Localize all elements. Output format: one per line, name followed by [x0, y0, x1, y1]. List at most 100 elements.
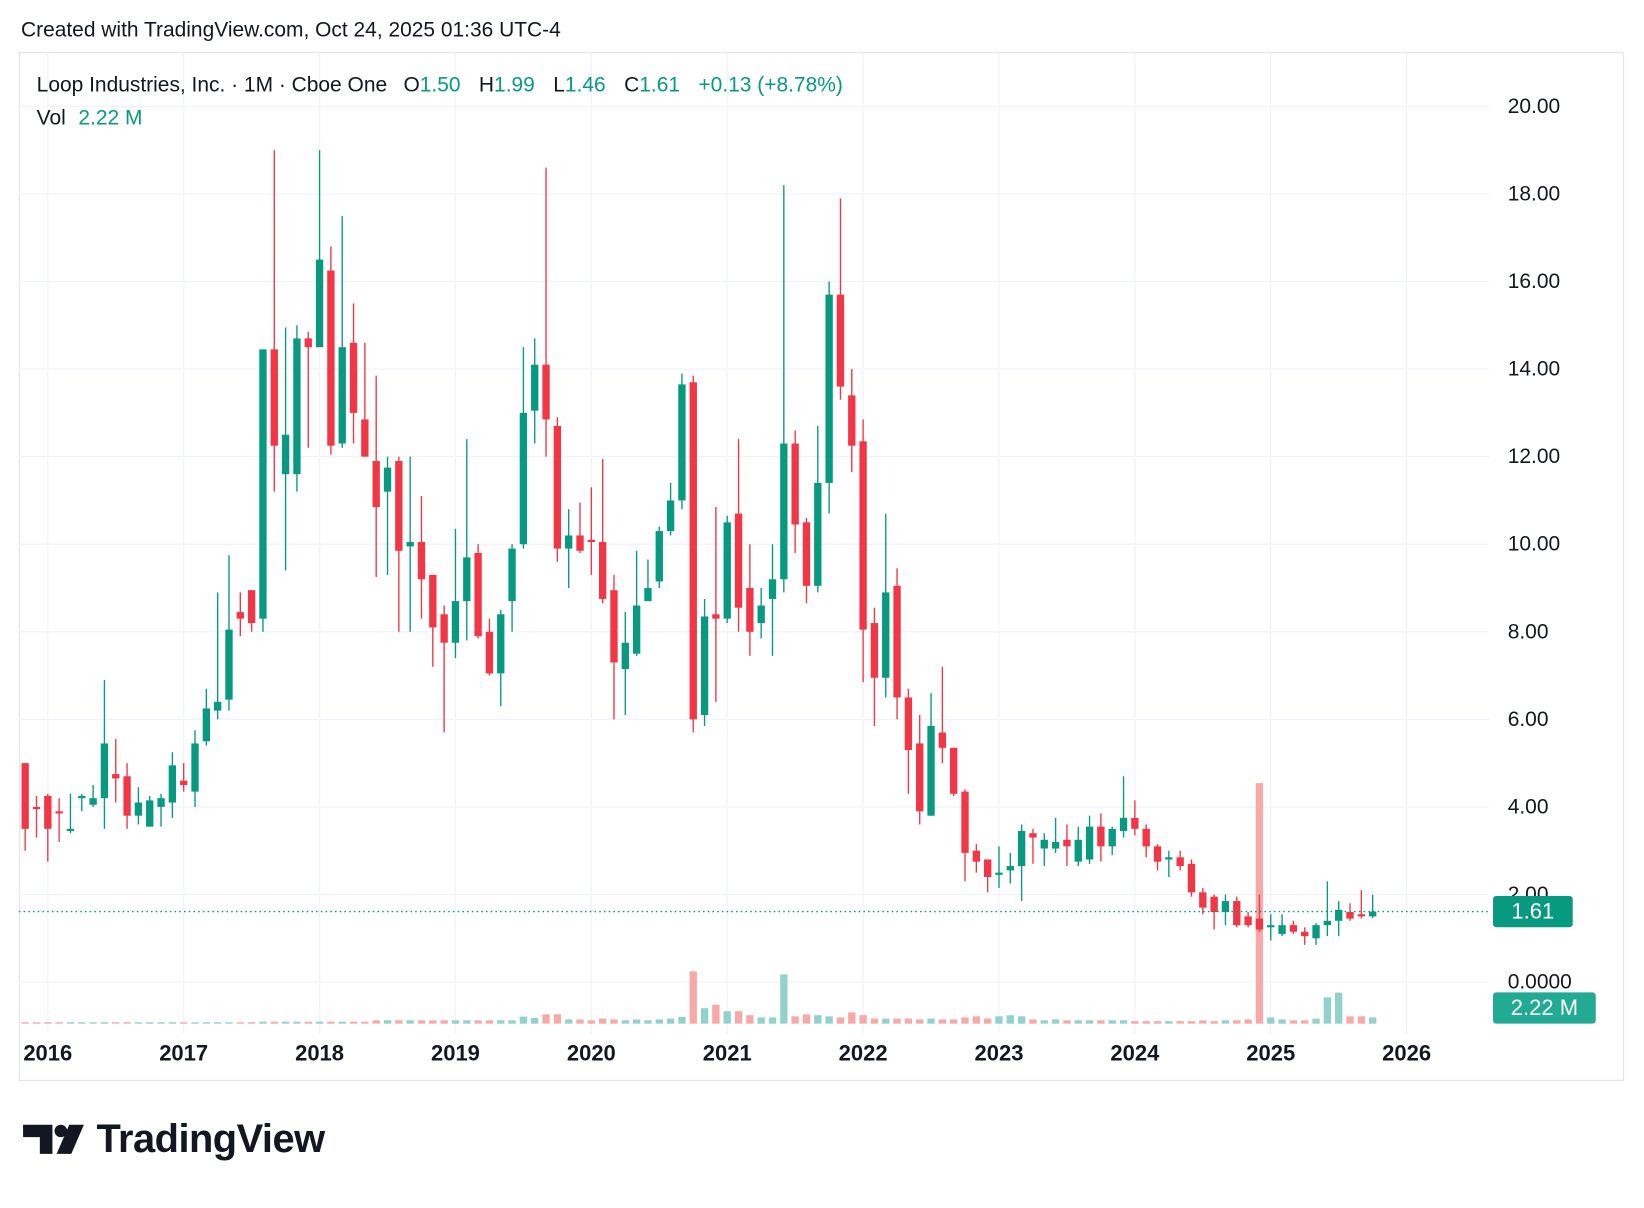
volume-bar [78, 1022, 86, 1024]
volume-bar [972, 1016, 981, 1024]
volume-bar [1301, 1020, 1309, 1024]
volume-bar [1221, 1020, 1230, 1024]
x-tick-label: 2018 [295, 1041, 344, 1066]
volume-bar [395, 1020, 403, 1024]
volume-bar [723, 1011, 731, 1024]
volume-bar [1097, 1020, 1105, 1024]
volume-bar [904, 1018, 913, 1024]
candle-body [746, 588, 754, 632]
candle-body [168, 765, 177, 803]
candle-body [678, 384, 686, 501]
candle-body [961, 791, 969, 853]
candle-body [972, 850, 981, 862]
volume-bar [712, 1004, 720, 1024]
candle-body [1165, 857, 1173, 860]
logo-mark [23, 1124, 53, 1154]
volume-bar [825, 1016, 833, 1024]
candle-body [78, 795, 86, 799]
volume-bar [632, 1019, 641, 1024]
volume-bar [1233, 1020, 1241, 1024]
candle-body [1187, 863, 1196, 893]
volume-bar [112, 1022, 120, 1024]
candle-body [700, 616, 709, 715]
candle-body [848, 395, 856, 446]
volume-bar [689, 971, 697, 1024]
volume-bar [1165, 1021, 1173, 1024]
candle-body [66, 828, 75, 832]
volume-bar [1323, 997, 1332, 1024]
candle-body [32, 806, 41, 810]
candle-body [1074, 839, 1082, 862]
candle-body [598, 542, 607, 599]
candle-body [757, 605, 765, 624]
candle-body [1176, 857, 1184, 867]
volume-bar [146, 1022, 154, 1024]
volume-bar [281, 1021, 290, 1024]
volume-bar [859, 1015, 867, 1024]
volume-bar [383, 1020, 392, 1024]
candle-body [1085, 826, 1094, 860]
y-tick-label: 10.00 [1508, 533, 1560, 556]
volume-bar [927, 1018, 935, 1024]
candle-body [927, 725, 935, 816]
last-price-box [1493, 895, 1573, 928]
volume-bar [995, 1016, 1003, 1024]
candle-body [814, 482, 822, 586]
candle-body [123, 776, 131, 816]
volume-bar [814, 1015, 822, 1024]
volume-bar [757, 1017, 765, 1024]
legend-value: 1.46 [565, 73, 606, 96]
volume-bar [1199, 1020, 1207, 1024]
candle-body [508, 548, 516, 602]
candle-body [134, 802, 143, 816]
volume-bar [802, 1014, 811, 1024]
candle-body [1244, 916, 1252, 926]
volume-bar [1017, 1016, 1026, 1024]
candle-body [1040, 839, 1048, 849]
candle-body [916, 743, 924, 812]
volume-bar [270, 1021, 278, 1024]
volume-bar [621, 1020, 629, 1024]
volume-bar [372, 1020, 380, 1024]
volume-bar [485, 1020, 494, 1024]
candle-body [1051, 841, 1060, 849]
candle-body [315, 259, 324, 348]
volume-bar [1119, 1020, 1128, 1024]
candle-body [112, 774, 120, 779]
candle-body [644, 588, 652, 602]
y-tick-label: 6.00 [1508, 708, 1549, 731]
x-tick-label: 2022 [839, 1041, 888, 1066]
axes: 0.00002.004.006.008.0010.0012.0014.0016.… [23, 95, 1596, 1066]
candle-body [1029, 833, 1037, 838]
candle-body [463, 557, 471, 602]
watermark: TradingView [96, 1117, 325, 1161]
volume-bar [768, 1017, 777, 1024]
volume-bar [848, 1012, 856, 1024]
legend-value: 1.61 [639, 73, 680, 96]
volume-bar [870, 1018, 879, 1024]
candle-body [55, 811, 63, 814]
last-price-label: 1.61 [1511, 898, 1554, 923]
candle-body [270, 349, 278, 446]
volume-bar [44, 1022, 52, 1024]
volume-bar [497, 1020, 505, 1024]
x-tick-label: 2017 [159, 1041, 208, 1066]
x-tick-label: 2021 [703, 1041, 752, 1066]
volume-bar [746, 1015, 754, 1024]
volume-bar [259, 1021, 267, 1024]
volume-bar [1368, 1017, 1377, 1024]
volume-bar [983, 1018, 992, 1024]
legend-change: +0.13 (+8.78%) [698, 73, 842, 96]
candle-body [89, 798, 97, 805]
legend-value: 1.99 [494, 73, 535, 96]
logo: TradingView [23, 1117, 326, 1161]
candle-body [1221, 901, 1230, 913]
volume-bar [1278, 1019, 1286, 1024]
candle-body [417, 542, 426, 580]
volume-bar [1187, 1021, 1196, 1024]
last-volume-box [1493, 992, 1596, 1024]
volume-bar [791, 1016, 799, 1024]
candle-body [836, 294, 845, 387]
grid [18, 52, 1489, 1034]
volume-bar [565, 1019, 573, 1024]
